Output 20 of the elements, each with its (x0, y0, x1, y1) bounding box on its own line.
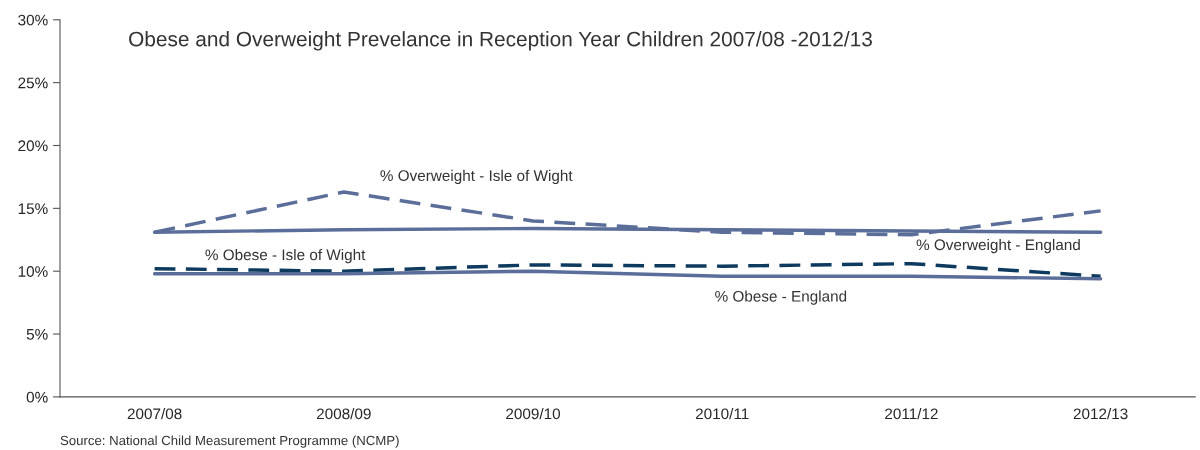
line-series (152, 269, 1103, 281)
series-label: % Overweight - Isle of Wight (380, 169, 573, 185)
y-tick-label: 20% (18, 140, 48, 152)
y-tick-label: 5% (26, 328, 48, 340)
x-tick-label: 2007/08 (127, 408, 182, 420)
y-tick-label: 0% (26, 391, 48, 403)
series-label: % Obese - Isle of Wight (205, 249, 366, 264)
series-label: % Overweight - England (916, 238, 1080, 254)
y-tick-label: 30% (18, 14, 48, 26)
x-tick-label: 2012/13 (1073, 408, 1128, 420)
text: Obese and Overweight Prevelance in Reception Year Children 2007/08 -2012/13 (129, 31, 872, 51)
x-tick-label: 2008/09 (316, 408, 371, 420)
y-tick-label: 15% (18, 203, 48, 215)
x-tick-label: 2010/11 (695, 408, 749, 420)
series-label: % Obese - England (715, 290, 847, 305)
x-tick-label: 2011/12 (885, 408, 938, 420)
source-note: Source: National Child Measurement Programme (NCMP) (60, 435, 399, 448)
x-tick-label: 2009/10 (506, 408, 561, 420)
y-tick-label: 25% (18, 77, 48, 89)
y-tick-label: 10% (18, 266, 48, 277)
